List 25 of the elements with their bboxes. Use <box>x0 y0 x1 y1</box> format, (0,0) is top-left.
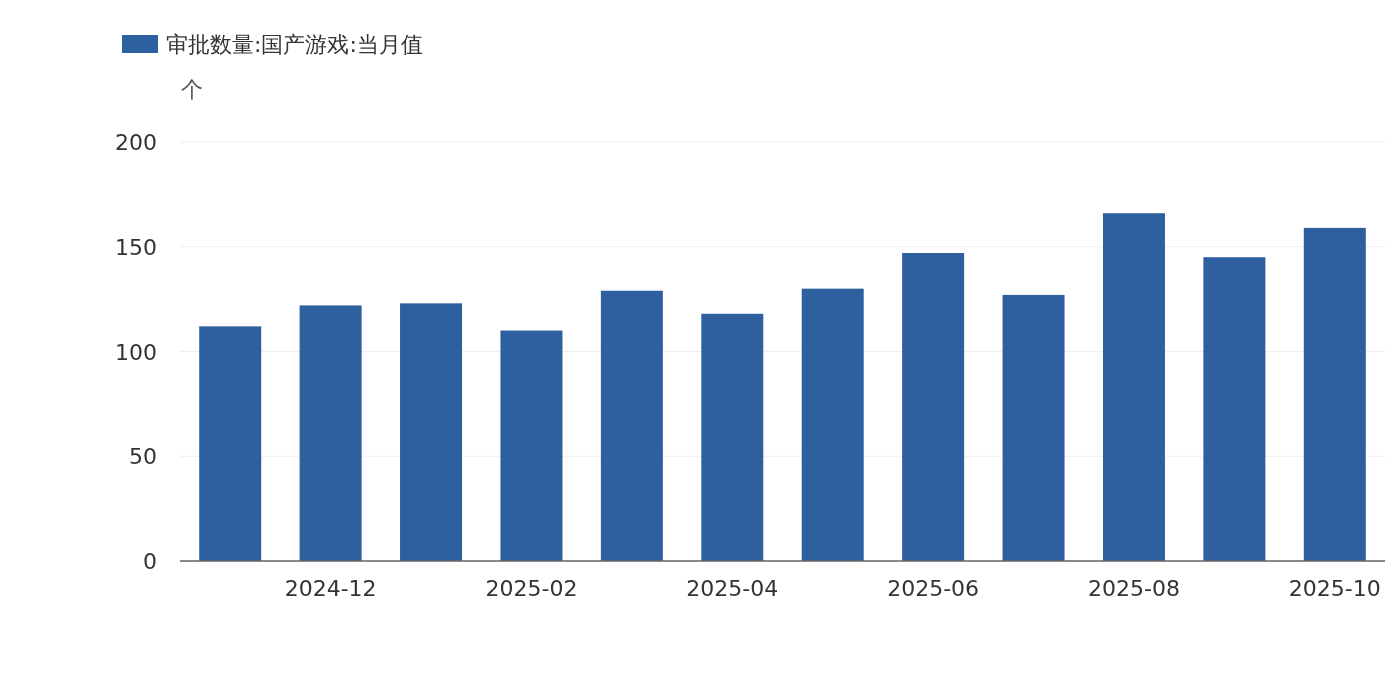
bar <box>1102 213 1165 561</box>
x-tick-label: 2025-08 <box>1088 576 1180 601</box>
bar <box>701 313 764 561</box>
y-tick-label: 200 <box>115 130 157 155</box>
bar <box>400 303 463 561</box>
bar <box>299 305 362 561</box>
bar <box>801 288 864 561</box>
bar <box>902 253 965 561</box>
x-tick-label: 2025-02 <box>485 576 578 601</box>
y-tick-label: 50 <box>129 444 157 470</box>
y-axis-title: 个 <box>181 77 203 102</box>
bar <box>1203 257 1266 561</box>
y-tick-label: 100 <box>115 339 157 365</box>
x-tick-label: 2025-10 <box>1288 576 1381 601</box>
y-tick-label: 0 <box>143 549 157 574</box>
legend-label: 审批数量:国产游戏:当月值 <box>166 32 423 57</box>
bar <box>1303 227 1366 561</box>
bar <box>1002 294 1065 561</box>
x-tick-label: 2025-04 <box>686 576 779 601</box>
bar <box>199 326 262 561</box>
bar <box>600 290 663 561</box>
x-tick-label: 2025-06 <box>887 576 980 601</box>
bar <box>500 330 563 561</box>
y-tick-label: 150 <box>115 234 157 260</box>
x-tick-label: 2024-12 <box>284 576 377 601</box>
